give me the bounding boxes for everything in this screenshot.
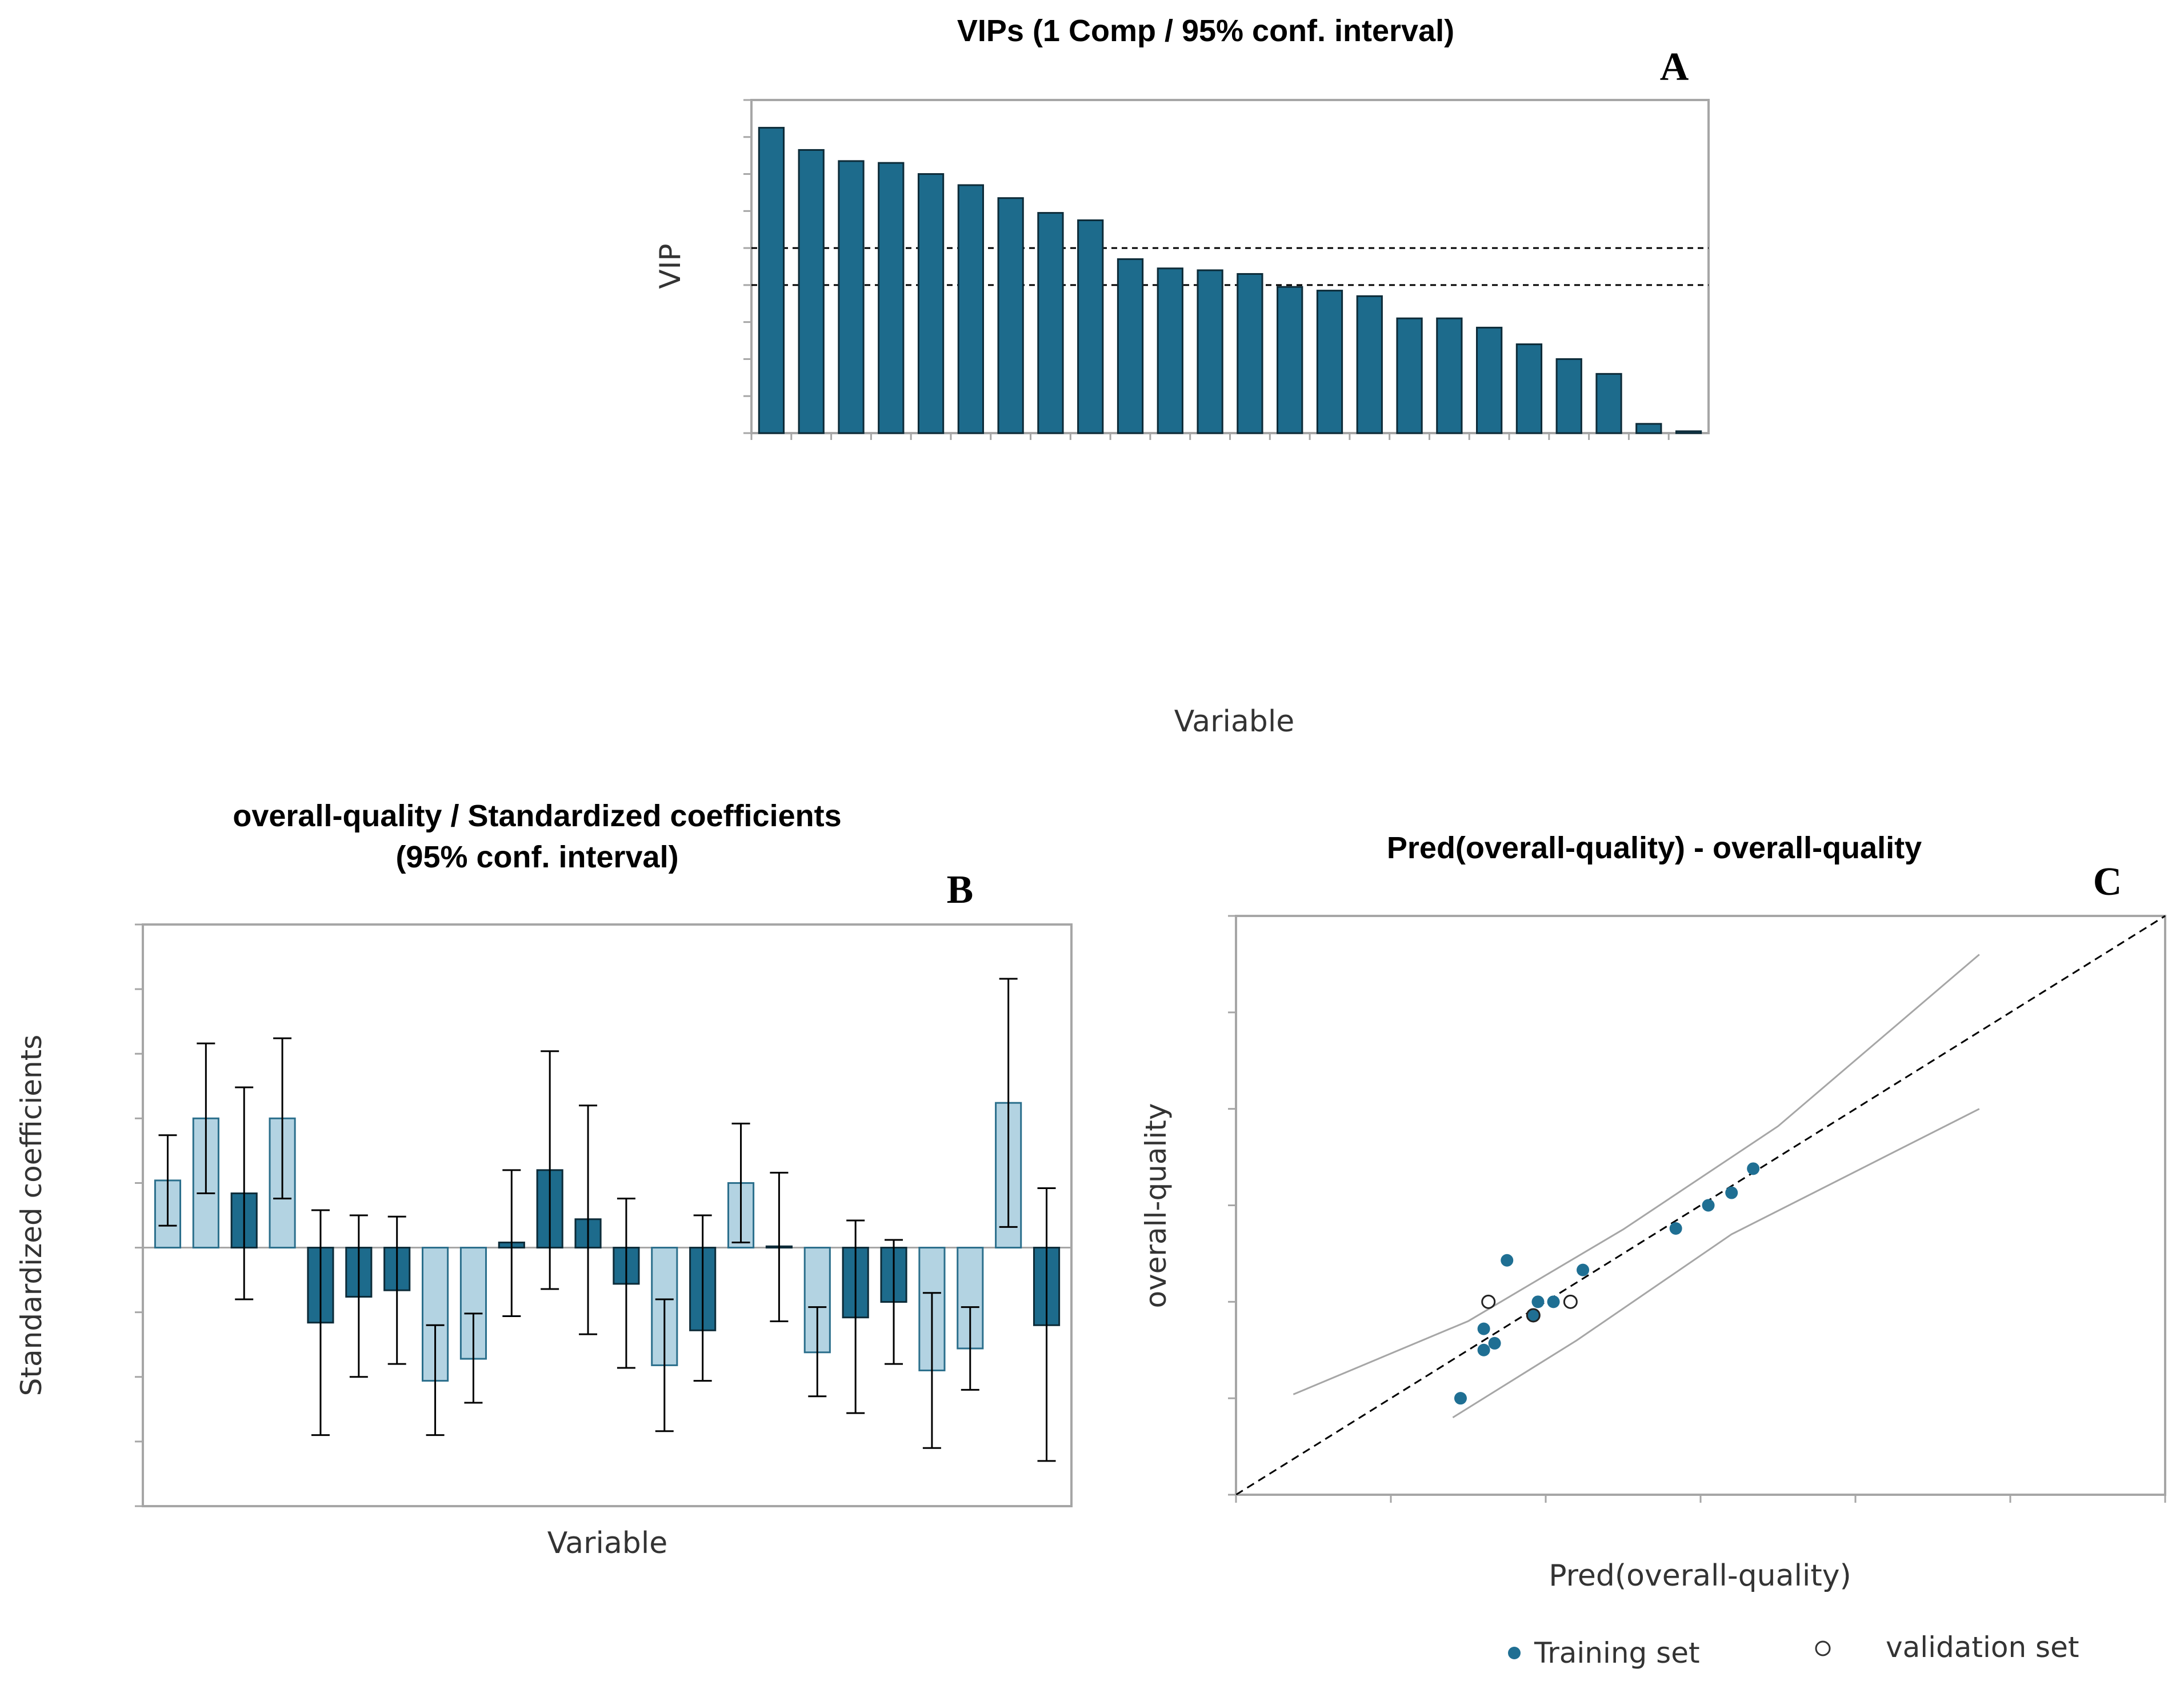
legend-training-label: Training set (1534, 1636, 1700, 1670)
training-point (1488, 1336, 1501, 1350)
vip-bar-gust-red-fruit (1277, 286, 1303, 434)
validation-point (1526, 1308, 1541, 1323)
prediction-y-axis-label: overall-quality (1139, 1103, 1173, 1308)
prediction-x-axis-label: Pred(overall-quality) (1549, 1559, 1851, 1593)
vip-bar-salty-sapidity (1675, 430, 1702, 434)
training-point (1527, 1308, 1540, 1322)
vip-bar-bitterness (1037, 212, 1064, 434)
coefficients-y-axis (135, 923, 143, 1507)
training-point (1747, 1162, 1760, 1175)
vip-y-axis (743, 99, 751, 434)
confidence-band-lower (1452, 1108, 1980, 1419)
training-point (1501, 1254, 1514, 1267)
coefficients-chart-title: overall-quality / Standardized coefficie… (233, 799, 841, 833)
legend-validation-marker (1815, 1640, 1831, 1656)
coefficients-plot-frame (142, 923, 1073, 1507)
vip-bars (758, 127, 1702, 434)
coefficients-y-axis-label: Standardized coefficients (15, 1035, 48, 1396)
legend-training-marker (1508, 1647, 1521, 1659)
legend-validation-label: validation set (1886, 1631, 2079, 1664)
panel-label-c: C (2093, 860, 2122, 904)
vip-bar-sweetness (1356, 295, 1383, 434)
prediction-axes (1228, 915, 2166, 1503)
vip-bar-clarity (1316, 290, 1343, 434)
coefficients-chart: overall-quality / Standardized coefficie… (15, 799, 1073, 1560)
coefficients-chart-subtitle: (95% conf. interval) (395, 840, 678, 874)
vip-bar-color-tonality (838, 160, 865, 434)
training-point (1547, 1295, 1560, 1308)
vip-bar-olf-cleanness (1197, 269, 1223, 434)
training-point (1477, 1322, 1490, 1335)
vip-bar-astringency (957, 184, 984, 434)
vip-bar-olf-undergrowth (1515, 343, 1543, 434)
vip-bar-olf-spicy (798, 149, 825, 434)
legend: Training set validation set (1508, 1631, 2079, 1670)
vip-bar-olf-dry-fruit (1476, 326, 1503, 434)
vip-bar-gust-full-bodied-viscous (1077, 219, 1104, 434)
prediction-chart: Pred(overall-quality) - overall-quality … (1139, 831, 2166, 1670)
vip-bar-warmness (1555, 358, 1582, 434)
training-point (1669, 1222, 1682, 1235)
vip-bar-overall-intensity (878, 162, 905, 434)
training-point (1531, 1295, 1545, 1308)
vip-bar-olf-red-fruit (1237, 273, 1263, 434)
vip-category-labels (750, 433, 1670, 440)
confidence-band-upper (1293, 954, 1980, 1395)
coefficients-x-axis-label: Variable (547, 1526, 668, 1560)
panel-label-a: A (1660, 45, 1689, 89)
prediction-lines (1235, 915, 2166, 1496)
vip-bar-olf-woody (997, 197, 1024, 434)
panel-label-b: B (947, 868, 974, 912)
validation-point (1481, 1294, 1496, 1309)
vip-y-axis-label: VIP (654, 243, 687, 289)
vip-bar-color-intensity (1396, 317, 1423, 434)
vip-bar-sourness (1117, 258, 1144, 434)
vip-bar-gust-cleanness (758, 127, 785, 434)
identity-line (1235, 915, 2166, 1496)
coefficients-bars (154, 978, 1061, 1462)
vip-bar-gust-woody (1436, 317, 1463, 434)
vip-chart: VIPs (1 Comp / 95% conf. interval) A VIP… (654, 14, 1710, 739)
training-point (1477, 1343, 1490, 1356)
vip-bar-unpleasant-flavors (1157, 267, 1183, 434)
training-point (1702, 1199, 1715, 1212)
prediction-points (1454, 1162, 1760, 1405)
vip-chart-title: VIPs (1 Comp / 95% conf. interval) (957, 14, 1454, 48)
training-point (1725, 1186, 1738, 1199)
vip-bar-unpleasant-odors (1595, 373, 1622, 434)
vip-x-axis-label: Variable (1174, 705, 1295, 739)
training-point (1454, 1392, 1467, 1405)
prediction-chart-title: Pred(overall-quality) - overall-quality (1387, 831, 1922, 865)
vip-bar-olf-burning (1635, 423, 1662, 434)
vip-bar-gust-spicy (917, 173, 945, 434)
validation-point (1563, 1294, 1578, 1309)
vip-reference-lines (751, 247, 1709, 286)
training-point (1577, 1263, 1590, 1276)
